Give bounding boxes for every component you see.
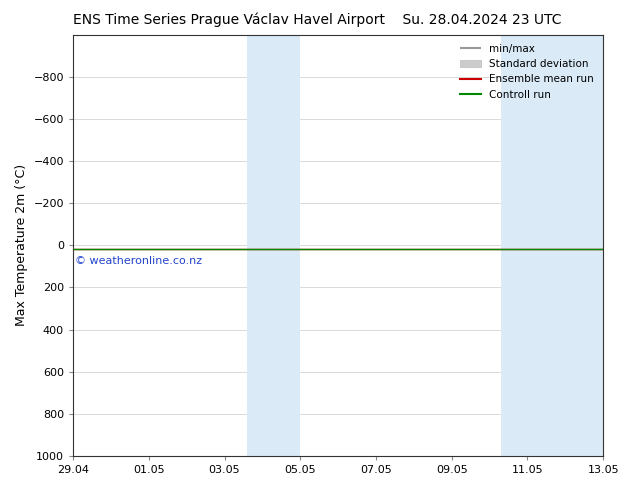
Y-axis label: Max Temperature 2m (°C): Max Temperature 2m (°C) <box>15 164 28 326</box>
Bar <box>501 35 603 456</box>
Text: © weatheronline.co.nz: © weatheronline.co.nz <box>75 256 202 266</box>
Text: ENS Time Series Prague Václav Havel Airport    Su. 28.04.2024 23 UTC: ENS Time Series Prague Václav Havel Airp… <box>73 12 561 27</box>
Legend: min/max, Standard deviation, Ensemble mean run, Controll run: min/max, Standard deviation, Ensemble me… <box>456 40 598 104</box>
Bar <box>247 35 301 456</box>
